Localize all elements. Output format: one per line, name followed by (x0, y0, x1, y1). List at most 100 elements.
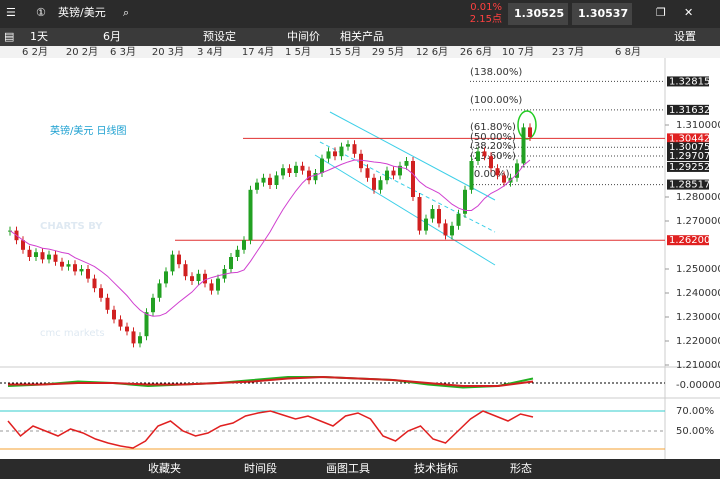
candle (34, 252, 38, 257)
date-label: 6 3月 (110, 46, 136, 58)
fib-label: (138.00%) (470, 67, 522, 78)
timeframe[interactable]: 时间段 (244, 461, 277, 475)
watermark: CHARTS BY (40, 221, 103, 232)
y-tick-label: 1.240000 (676, 288, 720, 299)
candle (27, 249, 32, 257)
search-icon[interactable]: ⌕ (123, 6, 129, 19)
price-type[interactable]: 中间价 (287, 30, 320, 43)
highlight-circle (517, 110, 537, 140)
candle (203, 273, 207, 284)
date-axis (0, 46, 720, 58)
channel-line (329, 111, 496, 201)
candle (326, 151, 331, 159)
date-label: 26 6月 (460, 46, 492, 58)
date-label: 1 5月 (285, 46, 311, 58)
drawing[interactable]: 画图工具 (326, 462, 370, 475)
price-tag-label: 1.297076 (669, 151, 717, 162)
candle (307, 170, 311, 181)
candle (47, 254, 51, 260)
candle (300, 165, 305, 171)
date-label: 20 2月 (66, 46, 98, 58)
date-label: 20 3月 (152, 46, 184, 58)
price-tag-label: 1.304426 (669, 133, 717, 144)
candle (157, 283, 162, 298)
y-tick-label: 1.270000 (676, 216, 720, 227)
candle (86, 269, 90, 279)
preset[interactable]: 预设定 (203, 29, 236, 43)
candle (313, 173, 318, 181)
favorites[interactable]: 收藏夹 (148, 461, 181, 475)
candle (73, 264, 77, 272)
date-label: 23 7月 (552, 46, 584, 58)
candle (430, 209, 435, 219)
fib-label: (23.60%) (470, 151, 516, 162)
price-tag-label: 1.292529 (669, 162, 717, 173)
candle (463, 189, 467, 214)
fib-label: (0.00%) (470, 169, 510, 180)
candle (359, 153, 363, 169)
price-tag (667, 133, 709, 144)
rsi-tick-label: 70.00% (676, 406, 714, 417)
candle (281, 168, 285, 176)
spread: 2.15点 (470, 13, 502, 25)
candle (398, 165, 402, 176)
bottom-bar (0, 459, 720, 479)
candle (456, 213, 461, 226)
candle (235, 249, 240, 257)
candle (170, 254, 175, 272)
candle (476, 151, 480, 161)
buy-box[interactable] (572, 3, 632, 25)
y-tick-label: 1.280000 (676, 192, 720, 203)
candle (469, 161, 474, 190)
window-icon[interactable]: ❐ (656, 6, 666, 19)
sell-price[interactable]: 1.30525 (514, 7, 564, 20)
chart-title: 英镑/美元 日线图 (50, 124, 127, 137)
y-tick-label: 1.250000 (676, 264, 720, 275)
candle (138, 336, 142, 344)
candle (125, 326, 129, 332)
candle (404, 161, 409, 166)
date-label: 29 5月 (372, 46, 404, 58)
candle (443, 223, 448, 236)
indicators[interactable]: 技术指标 (414, 461, 458, 475)
candle (482, 151, 487, 157)
candle (450, 225, 454, 236)
rsi-tick-label: 50.00% (676, 426, 714, 437)
candle (333, 151, 337, 157)
price-tag-label: 1.262000 (669, 235, 717, 246)
price-tag (667, 104, 709, 115)
price-tag-label: 1.328157 (669, 76, 717, 87)
candle (151, 297, 155, 313)
settings[interactable]: 设置 (674, 30, 696, 43)
candle (60, 261, 64, 267)
sell-box[interactable] (508, 3, 568, 25)
price-tag (667, 76, 709, 87)
menu-icon[interactable]: ☰ (6, 6, 16, 19)
candle (411, 161, 415, 197)
range[interactable]: 6月 (103, 30, 121, 43)
close-icon[interactable]: ✕ (684, 6, 693, 19)
date-label: 3 4月 (197, 46, 223, 58)
candle (255, 182, 259, 190)
list-icon[interactable]: ▤ (4, 30, 14, 43)
related[interactable]: 相关产品 (340, 29, 384, 43)
candle (164, 271, 168, 284)
fib-label: (100.00%) (470, 95, 522, 106)
candle (66, 264, 71, 267)
candle (287, 168, 292, 173)
symbol[interactable]: 英镑/美元 (58, 5, 106, 19)
fib-label: (61.80%) (470, 122, 516, 133)
fib-label: (50.00%) (470, 132, 516, 143)
info-icon[interactable]: ① (36, 6, 46, 19)
buy-price[interactable]: 1.30537 (578, 7, 628, 20)
price-tag-label: 1.300751 (669, 142, 717, 153)
channel-line (319, 141, 496, 233)
date-label: 15 5月 (329, 46, 361, 58)
candle (495, 168, 500, 176)
candle (372, 177, 376, 190)
candle (53, 254, 58, 262)
patterns[interactable]: 形态 (510, 462, 532, 475)
period[interactable]: 1天 (30, 30, 48, 43)
price-tag (667, 161, 709, 172)
